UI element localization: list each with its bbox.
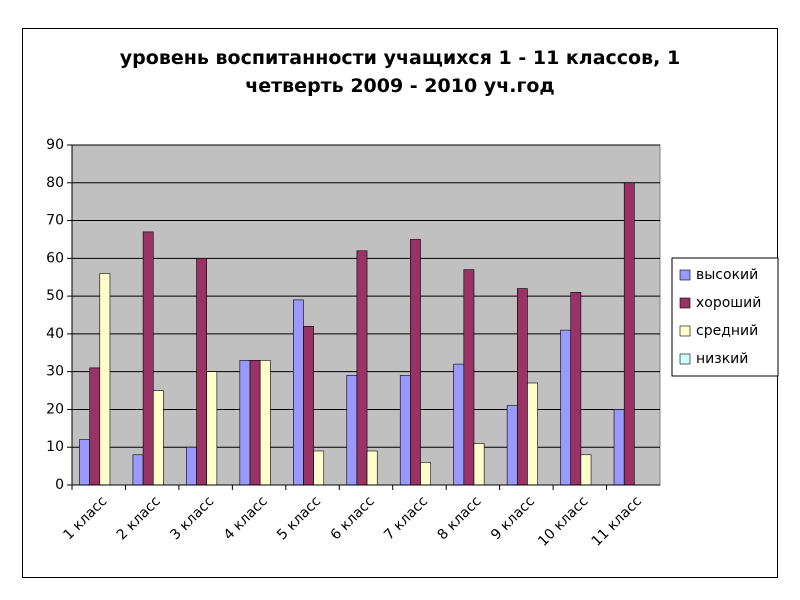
bar (186, 446, 197, 486)
y-tick-label: 90 (46, 137, 64, 153)
bar (89, 367, 101, 486)
bar (527, 382, 538, 486)
bar (410, 239, 421, 486)
x-tick-label: 8 класс (435, 493, 485, 543)
chart-title: уровень воспитанности учащихся 1 - 11 кл… (119, 47, 681, 97)
legend-swatch (679, 297, 691, 309)
bar (259, 360, 271, 486)
y-tick-label: 40 (46, 326, 64, 342)
bar (613, 409, 625, 486)
bar (142, 231, 154, 486)
legend-swatch (679, 269, 691, 281)
bar (239, 360, 251, 486)
x-tick-label: 11 класс (589, 493, 645, 549)
x-tick-label: 1 класс (60, 493, 110, 543)
bar (132, 454, 144, 486)
y-tick-label: 10 (46, 439, 64, 455)
bar (453, 363, 465, 486)
x-tick-label: 7 класс (381, 493, 431, 543)
bar (399, 375, 411, 486)
legend-label: хороший (696, 295, 761, 311)
y-tick-label: 80 (46, 175, 64, 191)
legend-swatch (679, 353, 691, 365)
bar (580, 454, 592, 486)
bar (346, 375, 358, 486)
bar (623, 182, 635, 486)
legend-swatch (679, 325, 691, 337)
bar (206, 371, 218, 486)
bar (293, 299, 304, 486)
bar (570, 292, 582, 486)
y-tick-label: 20 (46, 401, 64, 417)
y-tick-label: 0 (55, 477, 64, 493)
bar (152, 390, 164, 486)
x-tick-label: 2 класс (114, 493, 164, 543)
x-tick-label: 3 класс (167, 493, 217, 543)
bar (560, 329, 572, 486)
bar (463, 269, 475, 486)
legend-label: низкий (696, 351, 748, 367)
legend-label: средний (696, 323, 758, 339)
bar (420, 462, 431, 486)
bar (366, 450, 378, 486)
bar (249, 360, 261, 486)
bar (196, 258, 208, 486)
legend-label: высокий (696, 267, 758, 283)
x-tick-label: 6 класс (328, 493, 378, 543)
x-tick-label: 9 класс (488, 493, 538, 543)
x-tick-label: 5 класс (274, 493, 324, 543)
y-tick-label: 50 (46, 288, 64, 304)
bar (356, 250, 368, 486)
bar (303, 326, 314, 486)
y-tick-label: 70 (46, 213, 64, 229)
bar (473, 443, 485, 486)
x-tick-label: 4 класс (221, 493, 271, 543)
x-tick-label: 10 класс (535, 493, 591, 549)
y-tick-label: 30 (46, 364, 64, 380)
bar (516, 288, 528, 486)
y-tick-label: 60 (46, 250, 64, 266)
bar (313, 450, 325, 486)
bar (506, 405, 518, 486)
bar (79, 439, 90, 486)
bar (99, 273, 111, 486)
